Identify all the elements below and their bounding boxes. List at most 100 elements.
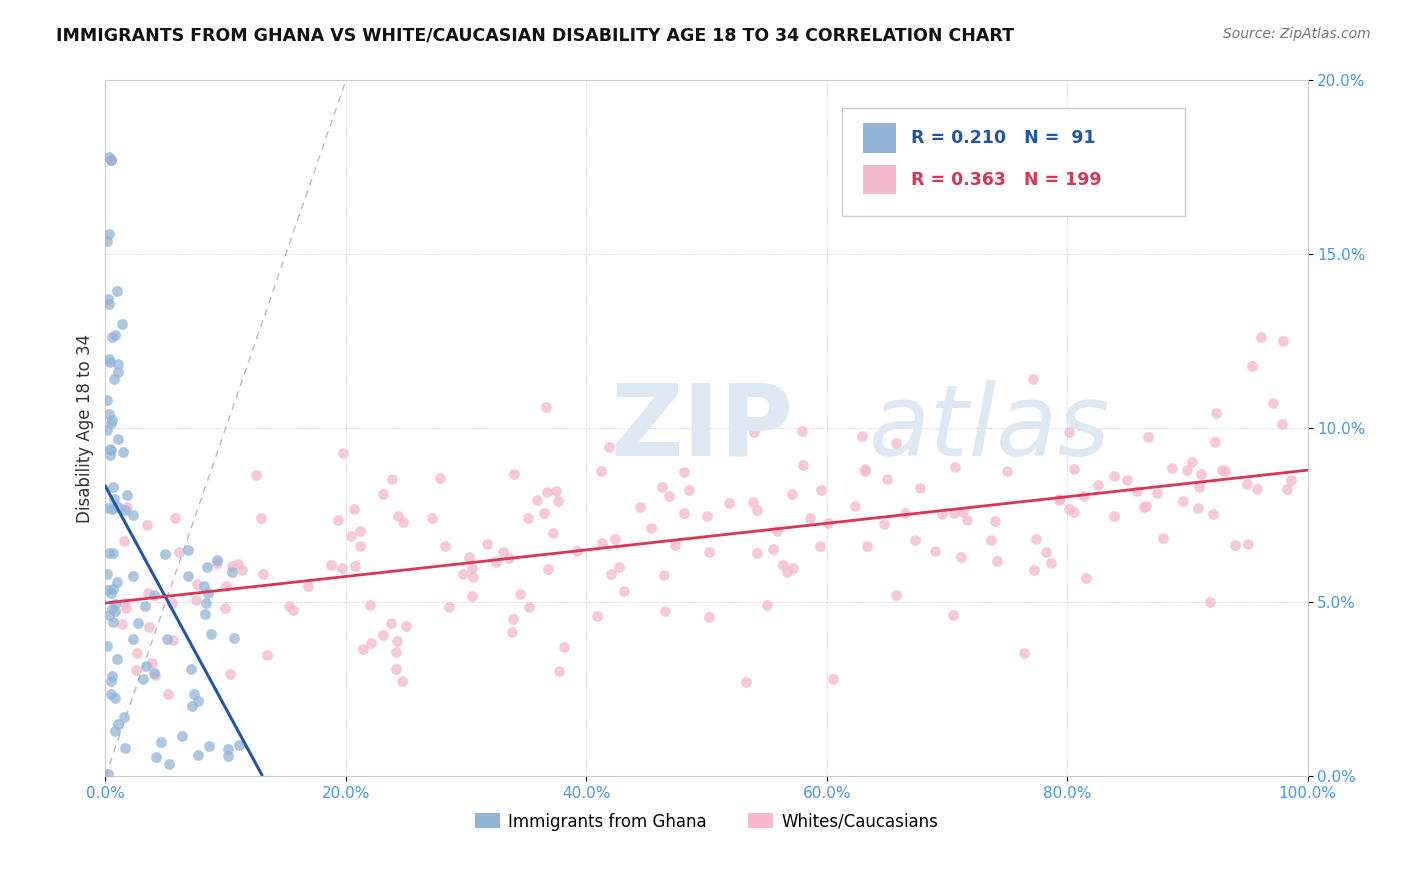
- Point: [391, 674, 413, 689]
- Point: [107, 717, 129, 731]
- Point: [509, 587, 531, 601]
- Point: [717, 496, 740, 510]
- Point: [97, 292, 120, 306]
- Point: [122, 632, 145, 646]
- Point: [195, 559, 218, 574]
- Point: [104, 328, 127, 343]
- Point: [782, 561, 804, 575]
- Point: [654, 604, 676, 618]
- Point: [886, 588, 908, 602]
- Point: [1102, 509, 1125, 524]
- Point: [1279, 473, 1302, 487]
- Point: [101, 582, 124, 596]
- Point: [1073, 490, 1095, 504]
- Point: [221, 558, 243, 573]
- Point: [97, 500, 120, 515]
- Point: [536, 485, 558, 500]
- Point: [101, 615, 124, 629]
- Point: [776, 566, 799, 580]
- Point: [526, 493, 548, 508]
- Point: [125, 646, 148, 660]
- Point: [790, 424, 813, 438]
- Point: [98, 227, 121, 241]
- Point: [697, 545, 720, 559]
- Point: [742, 425, 765, 439]
- Point: [297, 579, 319, 593]
- Point: [250, 510, 273, 524]
- Point: [167, 545, 190, 559]
- Point: [1223, 538, 1246, 552]
- Point: [187, 748, 209, 763]
- Point: [111, 318, 134, 332]
- Point: [585, 608, 607, 623]
- Point: [1152, 531, 1174, 545]
- Point: [217, 749, 239, 764]
- Point: [107, 357, 129, 371]
- Point: [517, 511, 540, 525]
- Point: [200, 627, 222, 641]
- Point: [100, 586, 122, 600]
- Text: IMMIGRANTS FROM GHANA VS WHITE/CAUCASIAN DISABILITY AGE 18 TO 34 CORRELATION CHA: IMMIGRANTS FROM GHANA VS WHITE/CAUCASIAN…: [56, 27, 1014, 45]
- Point: [1181, 455, 1204, 469]
- Point: [1057, 501, 1080, 516]
- Point: [207, 556, 229, 570]
- Point: [949, 550, 972, 565]
- Point: [219, 667, 242, 681]
- Point: [98, 351, 121, 366]
- Point: [742, 495, 765, 509]
- Point: [534, 400, 557, 414]
- Point: [170, 729, 193, 743]
- Point: [599, 566, 621, 581]
- Point: [187, 694, 209, 708]
- Legend: Immigrants from Ghana, Whites/Caucasians: Immigrants from Ghana, Whites/Caucasians: [468, 806, 945, 838]
- Point: [177, 543, 200, 558]
- Point: [651, 480, 673, 494]
- Point: [177, 569, 200, 583]
- Point: [457, 549, 479, 564]
- Point: [387, 634, 409, 648]
- Point: [851, 429, 873, 443]
- Point: [100, 153, 122, 168]
- Point: [98, 407, 121, 421]
- Point: [853, 462, 876, 476]
- Point: [103, 604, 125, 618]
- Point: [155, 632, 177, 647]
- Point: [792, 458, 814, 472]
- Point: [97, 546, 120, 560]
- Text: Source: ZipAtlas.com: Source: ZipAtlas.com: [1223, 27, 1371, 41]
- Point: [101, 480, 124, 494]
- Point: [956, 513, 979, 527]
- Point: [343, 558, 366, 573]
- Point: [908, 481, 931, 495]
- Point: [157, 687, 180, 701]
- Point: [98, 297, 121, 311]
- Point: [1126, 483, 1149, 498]
- Point: [193, 579, 215, 593]
- Point: [96, 392, 118, 407]
- Point: [460, 561, 482, 575]
- Point: [107, 432, 129, 446]
- Point: [142, 588, 165, 602]
- Point: [97, 767, 120, 781]
- Point: [198, 739, 221, 754]
- Point: [451, 567, 474, 582]
- Point: [100, 153, 122, 167]
- Point: [332, 561, 354, 575]
- Point: [1199, 595, 1222, 609]
- Point: [1271, 417, 1294, 432]
- Y-axis label: Disability Age 18 to 34: Disability Age 18 to 34: [76, 334, 94, 523]
- Point: [98, 442, 121, 457]
- Point: [434, 539, 457, 553]
- Point: [125, 663, 148, 677]
- Point: [517, 600, 540, 615]
- Point: [745, 503, 768, 517]
- Point: [756, 599, 779, 613]
- Point: [1205, 406, 1227, 420]
- Point: [112, 709, 135, 723]
- Point: [100, 601, 122, 615]
- Point: [183, 687, 205, 701]
- Point: [492, 544, 515, 558]
- Point: [100, 416, 122, 430]
- Point: [214, 601, 236, 615]
- Point: [115, 488, 138, 502]
